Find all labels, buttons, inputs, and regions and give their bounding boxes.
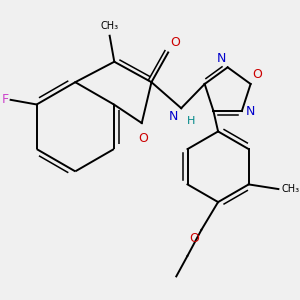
Text: O: O [170, 36, 180, 49]
Text: CH₃: CH₃ [100, 21, 119, 31]
Text: O: O [253, 68, 262, 81]
Text: O: O [139, 132, 148, 145]
Text: CH₃: CH₃ [281, 184, 299, 194]
Text: H: H [187, 116, 195, 126]
Text: N: N [216, 52, 226, 64]
Text: N: N [246, 104, 255, 118]
Text: O: O [190, 232, 200, 245]
Text: N: N [169, 110, 178, 123]
Text: F: F [2, 93, 9, 106]
